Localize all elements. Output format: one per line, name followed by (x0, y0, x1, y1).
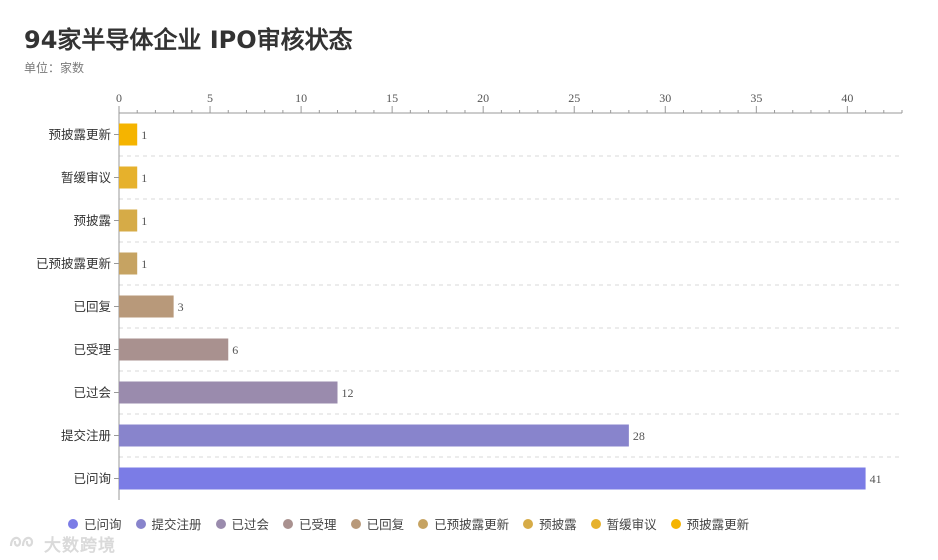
chart-subtitle: 单位：家数 (24, 61, 85, 75)
bar (119, 381, 338, 404)
x-tick-label: 25 (568, 91, 580, 105)
data-label: 12 (342, 386, 354, 400)
x-tick-label: 20 (477, 91, 489, 105)
legend-dot-icon (68, 518, 78, 529)
legend-label: 已回复 (366, 517, 405, 532)
x-tick-label: 10 (295, 91, 307, 105)
category-label: 预披露更新 (48, 127, 111, 142)
legend-label: 已过会 (231, 517, 270, 532)
category-label: 预披露 (73, 213, 111, 228)
legend-label: 预披露 (539, 517, 577, 532)
watermark: 大数跨境 (8, 531, 116, 556)
bar-chart: 0 5 10 15 20 25 30 35 40 预披露更新 1 暂缓审议 1 预披露 1 已预披露更新 1 已回… (36, 91, 903, 500)
data-label: 3 (178, 300, 184, 314)
legend-item[interactable]: 已预披露更新 (418, 514, 509, 533)
category-label: 已预披露更新 (36, 256, 111, 271)
legend-item[interactable]: 提交注册 (135, 514, 202, 533)
data-label: 1 (141, 214, 147, 228)
legend-label: 暂缓审议 (606, 517, 657, 532)
x-tick-label: 35 (750, 91, 762, 105)
chart-legend: 已问询 提交注册 已过会 已受理 已回复 已预披露更新 预披露 暂缓审议 预披露更新 (68, 514, 763, 533)
data-label: 28 (633, 429, 645, 443)
category-label: 已过会 (73, 385, 111, 400)
bar (119, 424, 629, 447)
legend-item[interactable]: 暂缓审议 (590, 514, 657, 533)
watermark-text: 大数跨境 (44, 536, 116, 556)
legend-label: 已预披露更新 (434, 517, 510, 532)
x-tick-label: 15 (386, 91, 398, 105)
legend-item[interactable]: 预披露 (523, 514, 577, 533)
bar (119, 166, 138, 189)
legend-item[interactable]: 已问询 (68, 514, 122, 533)
logo-mark-icon (8, 532, 38, 555)
bar (119, 467, 866, 490)
legend-dot-icon (418, 518, 429, 529)
legend-dot-icon (283, 518, 294, 529)
data-label: 41 (870, 472, 882, 486)
legend-label: 预披露更新 (686, 517, 750, 532)
legend-item[interactable]: 已过会 (215, 514, 270, 533)
legend-item[interactable]: 预披露更新 (670, 514, 750, 533)
legend-item[interactable]: 已受理 (283, 514, 337, 533)
bar (119, 123, 138, 146)
bar (119, 209, 138, 232)
data-label: 6 (232, 343, 238, 357)
legend-item[interactable]: 已回复 (350, 514, 405, 533)
legend-dot-icon (215, 518, 226, 529)
data-label: 1 (141, 171, 147, 185)
bar (119, 338, 229, 361)
chart-title: 94家半导体企业 IPO审核状态 (24, 26, 353, 54)
category-label: 已问询 (73, 471, 111, 486)
category-label: 已受理 (73, 342, 111, 357)
x-tick-label: 5 (207, 91, 213, 105)
legend-dot-icon (350, 518, 361, 529)
legend-label: 提交注册 (151, 517, 202, 532)
data-label: 1 (141, 257, 147, 271)
legend-label: 已受理 (299, 517, 337, 532)
x-tick-label: 30 (659, 91, 671, 105)
category-label: 提交注册 (61, 428, 111, 443)
bar (119, 295, 174, 318)
legend-dot-icon (670, 518, 681, 529)
bar (119, 252, 138, 275)
category-label: 暂缓审议 (61, 170, 112, 185)
legend-label: 已问询 (84, 517, 122, 532)
legend-dot-icon (590, 518, 601, 529)
category-label: 已回复 (73, 299, 111, 314)
x-tick-label: 40 (841, 91, 853, 105)
legend-dot-icon (135, 518, 146, 529)
data-label: 1 (141, 128, 147, 142)
x-tick-label: 0 (116, 91, 122, 105)
legend-dot-icon (523, 518, 534, 529)
